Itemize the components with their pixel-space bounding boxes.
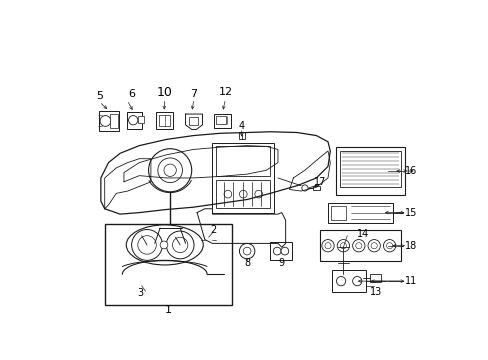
Circle shape: [138, 236, 156, 254]
Text: 3: 3: [137, 288, 143, 298]
Bar: [110, 114, 118, 128]
Text: 6: 6: [128, 89, 135, 99]
Text: 16: 16: [404, 166, 416, 176]
Ellipse shape: [126, 225, 203, 265]
Circle shape: [355, 243, 361, 249]
Bar: [127, 112, 142, 130]
Text: 9: 9: [278, 258, 285, 267]
Text: 18: 18: [404, 241, 416, 251]
Circle shape: [128, 116, 138, 125]
Text: 8: 8: [244, 258, 250, 269]
Circle shape: [349, 272, 362, 284]
Circle shape: [301, 185, 307, 191]
Circle shape: [273, 247, 281, 255]
Circle shape: [324, 243, 330, 249]
Text: 7: 7: [190, 89, 197, 99]
Circle shape: [239, 243, 254, 259]
Circle shape: [340, 243, 346, 249]
Circle shape: [370, 243, 377, 249]
Circle shape: [336, 276, 345, 286]
Circle shape: [166, 231, 194, 259]
Text: 12: 12: [218, 87, 232, 98]
Bar: [214, 114, 230, 128]
Circle shape: [100, 116, 111, 126]
Circle shape: [131, 230, 162, 260]
Text: 15: 15: [404, 208, 416, 217]
Bar: [339, 151, 400, 187]
Bar: [216, 147, 270, 176]
Circle shape: [367, 239, 380, 252]
Circle shape: [160, 241, 167, 249]
Bar: [327, 203, 393, 222]
Text: 5: 5: [96, 91, 102, 100]
Text: 2: 2: [210, 225, 216, 235]
Bar: [313, 186, 319, 190]
Circle shape: [224, 190, 231, 198]
Circle shape: [386, 243, 392, 249]
Bar: [104, 224, 231, 305]
Circle shape: [239, 190, 246, 198]
Circle shape: [338, 274, 347, 283]
Circle shape: [243, 247, 250, 255]
Bar: [369, 274, 380, 282]
Bar: [156, 112, 173, 130]
Bar: [216, 116, 225, 124]
Bar: [335, 147, 404, 195]
Circle shape: [204, 236, 212, 243]
Bar: [270, 242, 291, 260]
Circle shape: [352, 239, 364, 252]
Text: 13: 13: [369, 287, 382, 297]
Circle shape: [172, 237, 187, 253]
Circle shape: [353, 275, 359, 281]
Bar: [320, 230, 400, 261]
Circle shape: [337, 239, 349, 252]
Circle shape: [321, 239, 333, 252]
Circle shape: [340, 283, 346, 289]
Text: 14: 14: [356, 229, 368, 239]
Circle shape: [148, 149, 191, 192]
Bar: [216, 180, 270, 208]
Bar: [188, 117, 198, 125]
Text: 17: 17: [313, 177, 326, 187]
Bar: [331, 270, 366, 292]
Circle shape: [254, 190, 262, 198]
Bar: [159, 115, 170, 126]
Bar: [99, 111, 119, 131]
Circle shape: [281, 247, 288, 255]
Text: 4: 4: [238, 121, 244, 131]
Text: 11: 11: [404, 276, 416, 286]
Circle shape: [158, 158, 182, 183]
Circle shape: [352, 276, 361, 286]
Bar: [330, 206, 346, 220]
Text: 10: 10: [157, 86, 172, 99]
Circle shape: [383, 239, 395, 252]
Bar: [238, 132, 244, 139]
Text: 1: 1: [164, 305, 171, 315]
Circle shape: [163, 164, 176, 176]
Bar: [138, 116, 143, 123]
Bar: [212, 143, 274, 213]
